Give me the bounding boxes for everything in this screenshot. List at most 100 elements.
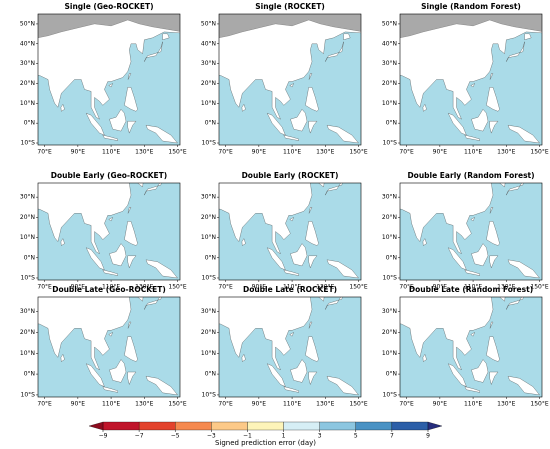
- lon-tick-label: 70°E: [218, 401, 233, 408]
- colorbar-tick-label: 7: [390, 433, 394, 440]
- lon-tick-label: 150°E: [349, 149, 367, 156]
- lat-tick-label: 10°S: [21, 391, 36, 398]
- island: [60, 103, 65, 112]
- island: [506, 297, 524, 310]
- island: [507, 376, 540, 396]
- lat-tick-label: 10°N: [382, 100, 397, 107]
- outside-land: [400, 14, 542, 38]
- lat-tick-label: 10°S: [202, 391, 217, 398]
- lon-tick-label: 70°E: [399, 149, 414, 156]
- colorbar-tick-label: −3: [207, 433, 216, 440]
- lon-tick-label: 130°E: [497, 401, 515, 408]
- island: [308, 73, 313, 80]
- island: [447, 363, 467, 387]
- lon-tick-label: 90°E: [433, 149, 448, 156]
- lat-tick-label: 30°N: [201, 308, 216, 315]
- island: [102, 386, 118, 393]
- land: [219, 297, 325, 371]
- island: [308, 321, 313, 329]
- island: [283, 386, 299, 393]
- island: [109, 109, 127, 132]
- map: [219, 297, 361, 397]
- lat-tick-label: 20°N: [201, 80, 216, 87]
- lat-tick-label: 10°N: [201, 350, 216, 357]
- colorbar-segment: [247, 421, 284, 431]
- lat-tick-label: 20°N: [20, 329, 35, 336]
- island: [325, 41, 344, 62]
- lon-tick-label: 110°E: [464, 149, 482, 156]
- lat-tick-label: 0°N: [24, 371, 35, 378]
- island: [290, 109, 308, 132]
- island: [85, 247, 105, 271]
- lon-tick-label: 130°E: [497, 284, 515, 291]
- lat-tick-label: 20°N: [201, 214, 216, 221]
- island: [507, 125, 540, 144]
- colorbar-tick-label: −1: [243, 433, 252, 440]
- land: [400, 14, 542, 120]
- colorbar-segment: [175, 421, 212, 431]
- island: [489, 371, 499, 385]
- island: [85, 363, 105, 387]
- island: [325, 183, 343, 196]
- lon-tick-label: 90°E: [433, 284, 448, 291]
- panel-title: Single (Random Forest): [421, 2, 521, 11]
- lat-tick-label: 30°N: [382, 194, 397, 201]
- island: [486, 221, 500, 246]
- colorbar-tick-label: −7: [135, 433, 144, 440]
- island: [124, 87, 138, 112]
- lon-tick-label: 150°E: [530, 401, 548, 408]
- lon-tick-label: 130°E: [135, 284, 153, 291]
- island: [470, 332, 476, 337]
- map-frame: [399, 182, 543, 281]
- island: [290, 359, 308, 383]
- island: [109, 243, 127, 267]
- island: [489, 255, 499, 269]
- island: [102, 134, 118, 141]
- colorbar-segment: [138, 421, 176, 431]
- lat-tick-label: 30°N: [20, 308, 35, 315]
- island: [127, 371, 137, 385]
- island: [241, 103, 246, 112]
- lat-tick-label: 20°N: [382, 80, 397, 87]
- lat-tick-label: 50°N: [20, 20, 35, 27]
- lat-tick-label: 10°N: [20, 234, 35, 241]
- island: [486, 336, 500, 362]
- lon-tick-label: 130°E: [316, 284, 334, 291]
- colorbar-segment: [211, 421, 248, 431]
- lat-tick-label: 0°N: [24, 120, 35, 127]
- island: [486, 87, 500, 112]
- island: [464, 386, 480, 393]
- island: [102, 269, 118, 276]
- lat-tick-label: 10°S: [383, 140, 398, 147]
- lat-tick-label: 10°N: [20, 100, 35, 107]
- colorbar-over: [427, 421, 443, 431]
- lon-tick-label: 150°E: [349, 284, 367, 291]
- lon-tick-label: 110°E: [283, 284, 301, 291]
- panel-title: Double Late (Geo-ROCKET): [52, 285, 166, 294]
- lat-tick-label: 20°N: [382, 214, 397, 221]
- island: [308, 371, 318, 385]
- land: [219, 183, 325, 255]
- lon-tick-label: 150°E: [168, 284, 186, 291]
- island: [524, 33, 532, 41]
- island: [344, 167, 351, 173]
- colorbar-tick-label: 3: [318, 433, 322, 440]
- island: [283, 269, 299, 276]
- lat-tick-label: 0°N: [386, 371, 397, 378]
- colorbar-tick-label: 1: [282, 433, 286, 440]
- lon-tick-label: 70°E: [399, 284, 414, 291]
- lon-tick-label: 130°E: [497, 149, 515, 156]
- lat-tick-label: 30°N: [382, 308, 397, 315]
- island: [241, 353, 246, 362]
- lat-tick-label: 10°S: [21, 140, 36, 147]
- island: [305, 87, 319, 112]
- lon-tick-label: 70°E: [37, 401, 52, 408]
- island: [447, 247, 467, 271]
- island: [326, 125, 359, 144]
- colorbar-label: Signed prediction error (day): [215, 439, 316, 447]
- island: [489, 207, 494, 214]
- lon-tick-label: 110°E: [102, 284, 120, 291]
- lat-tick-label: 0°N: [205, 371, 216, 378]
- lon-tick-label: 70°E: [37, 149, 52, 156]
- lon-tick-label: 130°E: [135, 401, 153, 408]
